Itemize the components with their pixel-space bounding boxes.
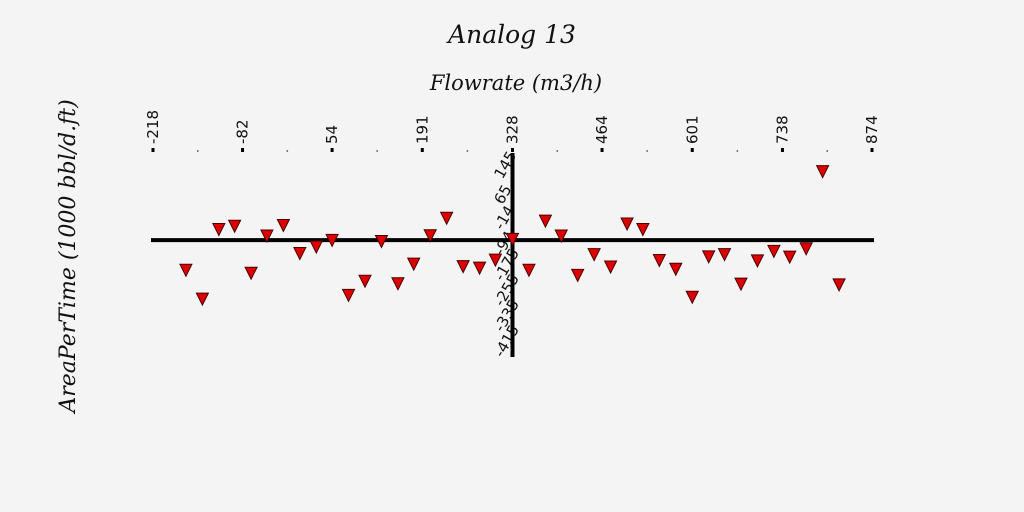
data-point-marker [767,244,781,259]
data-point-marker [750,254,765,268]
data-point-marker [212,223,226,237]
x-tick-label: -82 [234,120,252,145]
y-axis-label: AreaPerTime (1000 bbl/d.ft) [56,99,81,414]
data-point-marker [439,211,454,226]
data-point-marker [260,229,274,244]
data-point-marker [325,233,339,248]
data-point-marker [652,253,667,268]
data-point-marker [391,277,405,291]
data-point-marker [227,219,242,234]
x-tick-label: -218 [144,110,162,144]
data-point-marker [799,242,813,256]
data-point-marker [685,290,700,305]
data-point-marker [603,260,618,275]
y-tick-label: 145 [490,148,520,182]
data-point-marker [456,260,470,274]
x-tick-label: 464 [593,115,611,144]
data-point-marker [195,292,210,307]
x-tick-label: 328 [504,115,522,144]
data-point-marker [374,235,389,249]
x-axis-ticks: -218 -82 54 191 328 464 601 738 874 [144,110,881,152]
data-point-marker [341,288,356,303]
data-point-marker [538,214,553,229]
data-point-marker [782,250,797,265]
data-point-marker [832,278,846,292]
data-point-marker [587,248,601,262]
data-point-marker [309,240,324,255]
x-axis-label: Flowrate (m3/h) [429,71,602,95]
data-point-marker [472,261,487,276]
axes [151,153,874,357]
data-point-marker [488,253,503,268]
data-point-marker [276,218,291,233]
data-point-marker [701,250,716,264]
data-point-marker [815,165,830,179]
data-points [179,165,846,307]
chart-title: Analog 13 [446,20,576,49]
data-point-marker [717,248,732,262]
x-tick-label: 601 [683,115,701,144]
x-tick-label: 874 [863,115,881,144]
data-point-marker [406,257,421,272]
data-point-marker [554,229,569,244]
data-point-marker [620,217,634,232]
data-point-marker [179,263,193,278]
data-point-marker [668,262,683,277]
data-point-marker [505,232,520,247]
data-point-marker [734,277,748,292]
data-point-marker [293,247,307,261]
x-tick-label: 191 [413,115,431,144]
data-point-marker [358,274,372,289]
data-point-marker [636,223,650,237]
x-tick-label: 738 [773,115,791,144]
data-point-marker [570,268,585,283]
data-point-marker [244,266,258,281]
x-tick-label: 54 [323,125,341,144]
data-point-marker [423,229,438,243]
data-point-marker [522,263,536,278]
